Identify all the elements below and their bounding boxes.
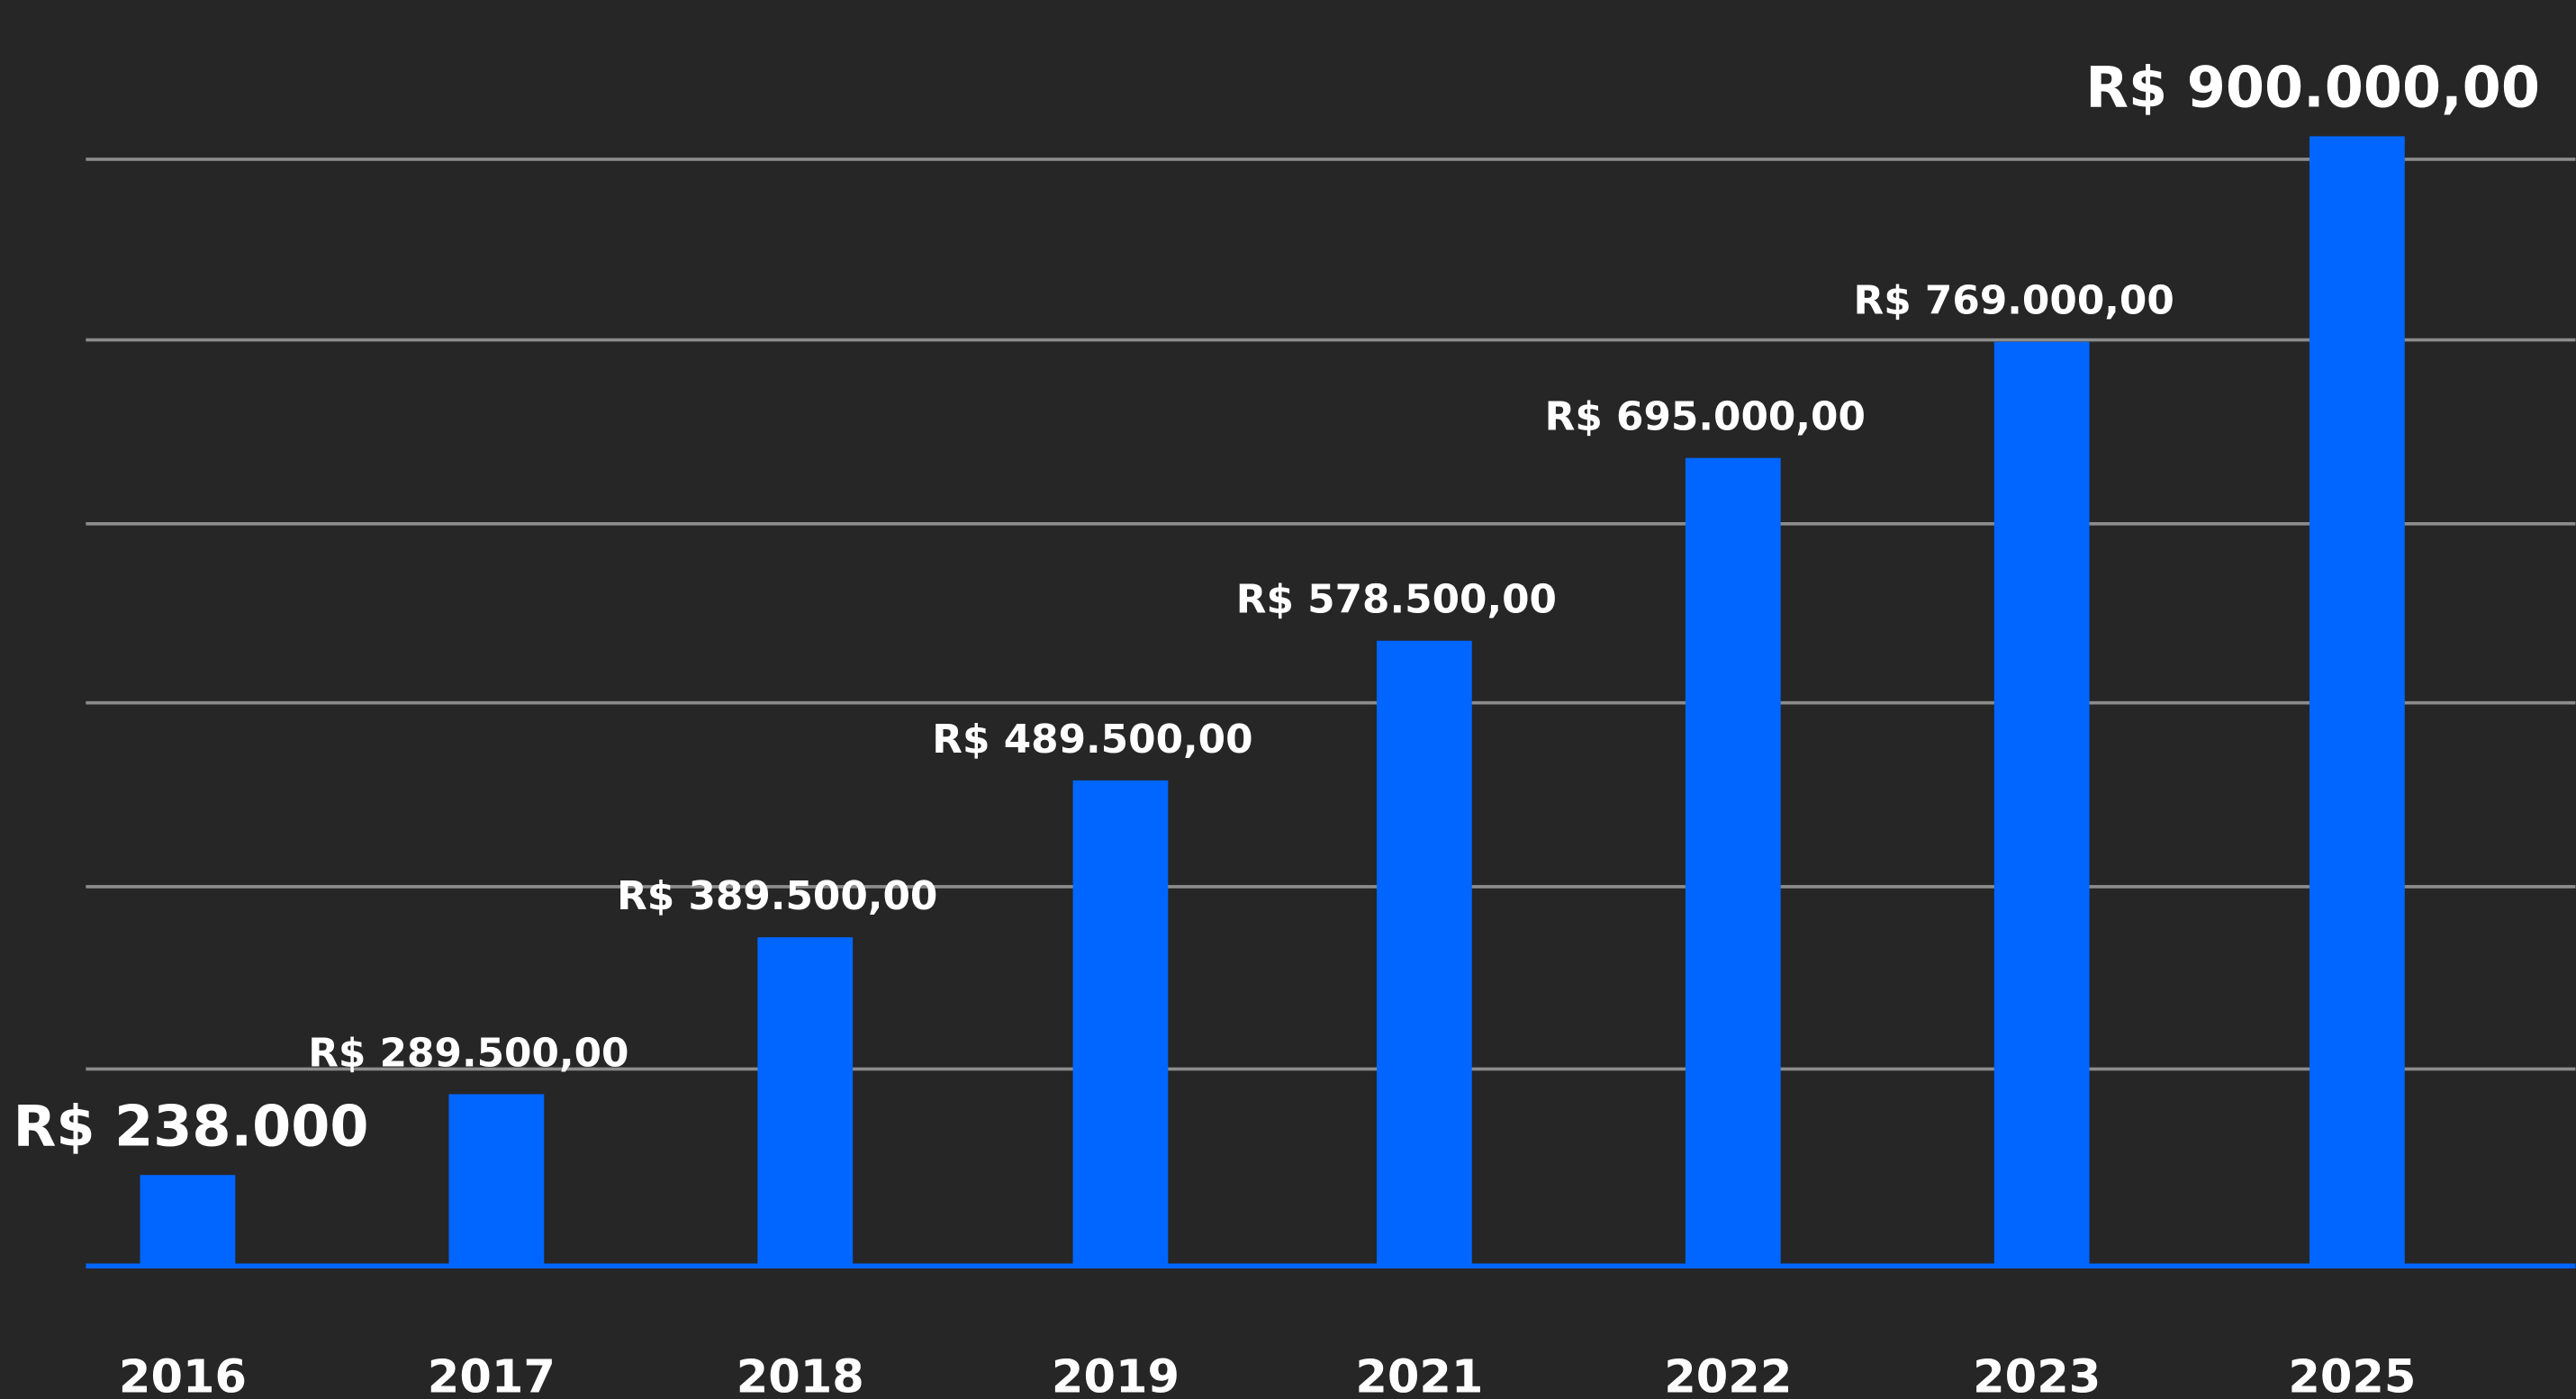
- x-tick-label: 2018: [737, 1351, 864, 1399]
- value-label: R$ 900.000,00: [2085, 55, 2540, 121]
- bar: [2309, 136, 2405, 1267]
- x-tick-label: 2017: [428, 1351, 556, 1399]
- x-tick-label: 2023: [1973, 1351, 2101, 1399]
- bar: [1993, 341, 2090, 1267]
- value-label: R$ 769.000,00: [1854, 278, 2174, 324]
- grid: [86, 158, 2576, 1071]
- value-label: R$ 578.500,00: [1236, 577, 1557, 623]
- x-tick-label: 2022: [1664, 1351, 1792, 1399]
- bar: [140, 1175, 236, 1267]
- x-tick-label: 2019: [1052, 1351, 1180, 1399]
- bar: [1072, 780, 1169, 1267]
- x-tick-label: 2016: [119, 1351, 247, 1399]
- value-label: R$ 389.500,00: [617, 873, 937, 919]
- bar: [1376, 640, 1472, 1267]
- x-tick-label: 2021: [1355, 1351, 1483, 1399]
- bar: [1685, 457, 1781, 1267]
- bar: [757, 937, 854, 1267]
- value-label: R$ 489.500,00: [932, 717, 1252, 763]
- value-label: R$ 238.000: [14, 1093, 369, 1159]
- x-tick-label: 2025: [2288, 1351, 2416, 1399]
- bar: [448, 1094, 545, 1267]
- value-label: R$ 289.500,00: [308, 1030, 628, 1076]
- value-label: R$ 695.000,00: [1545, 394, 1866, 440]
